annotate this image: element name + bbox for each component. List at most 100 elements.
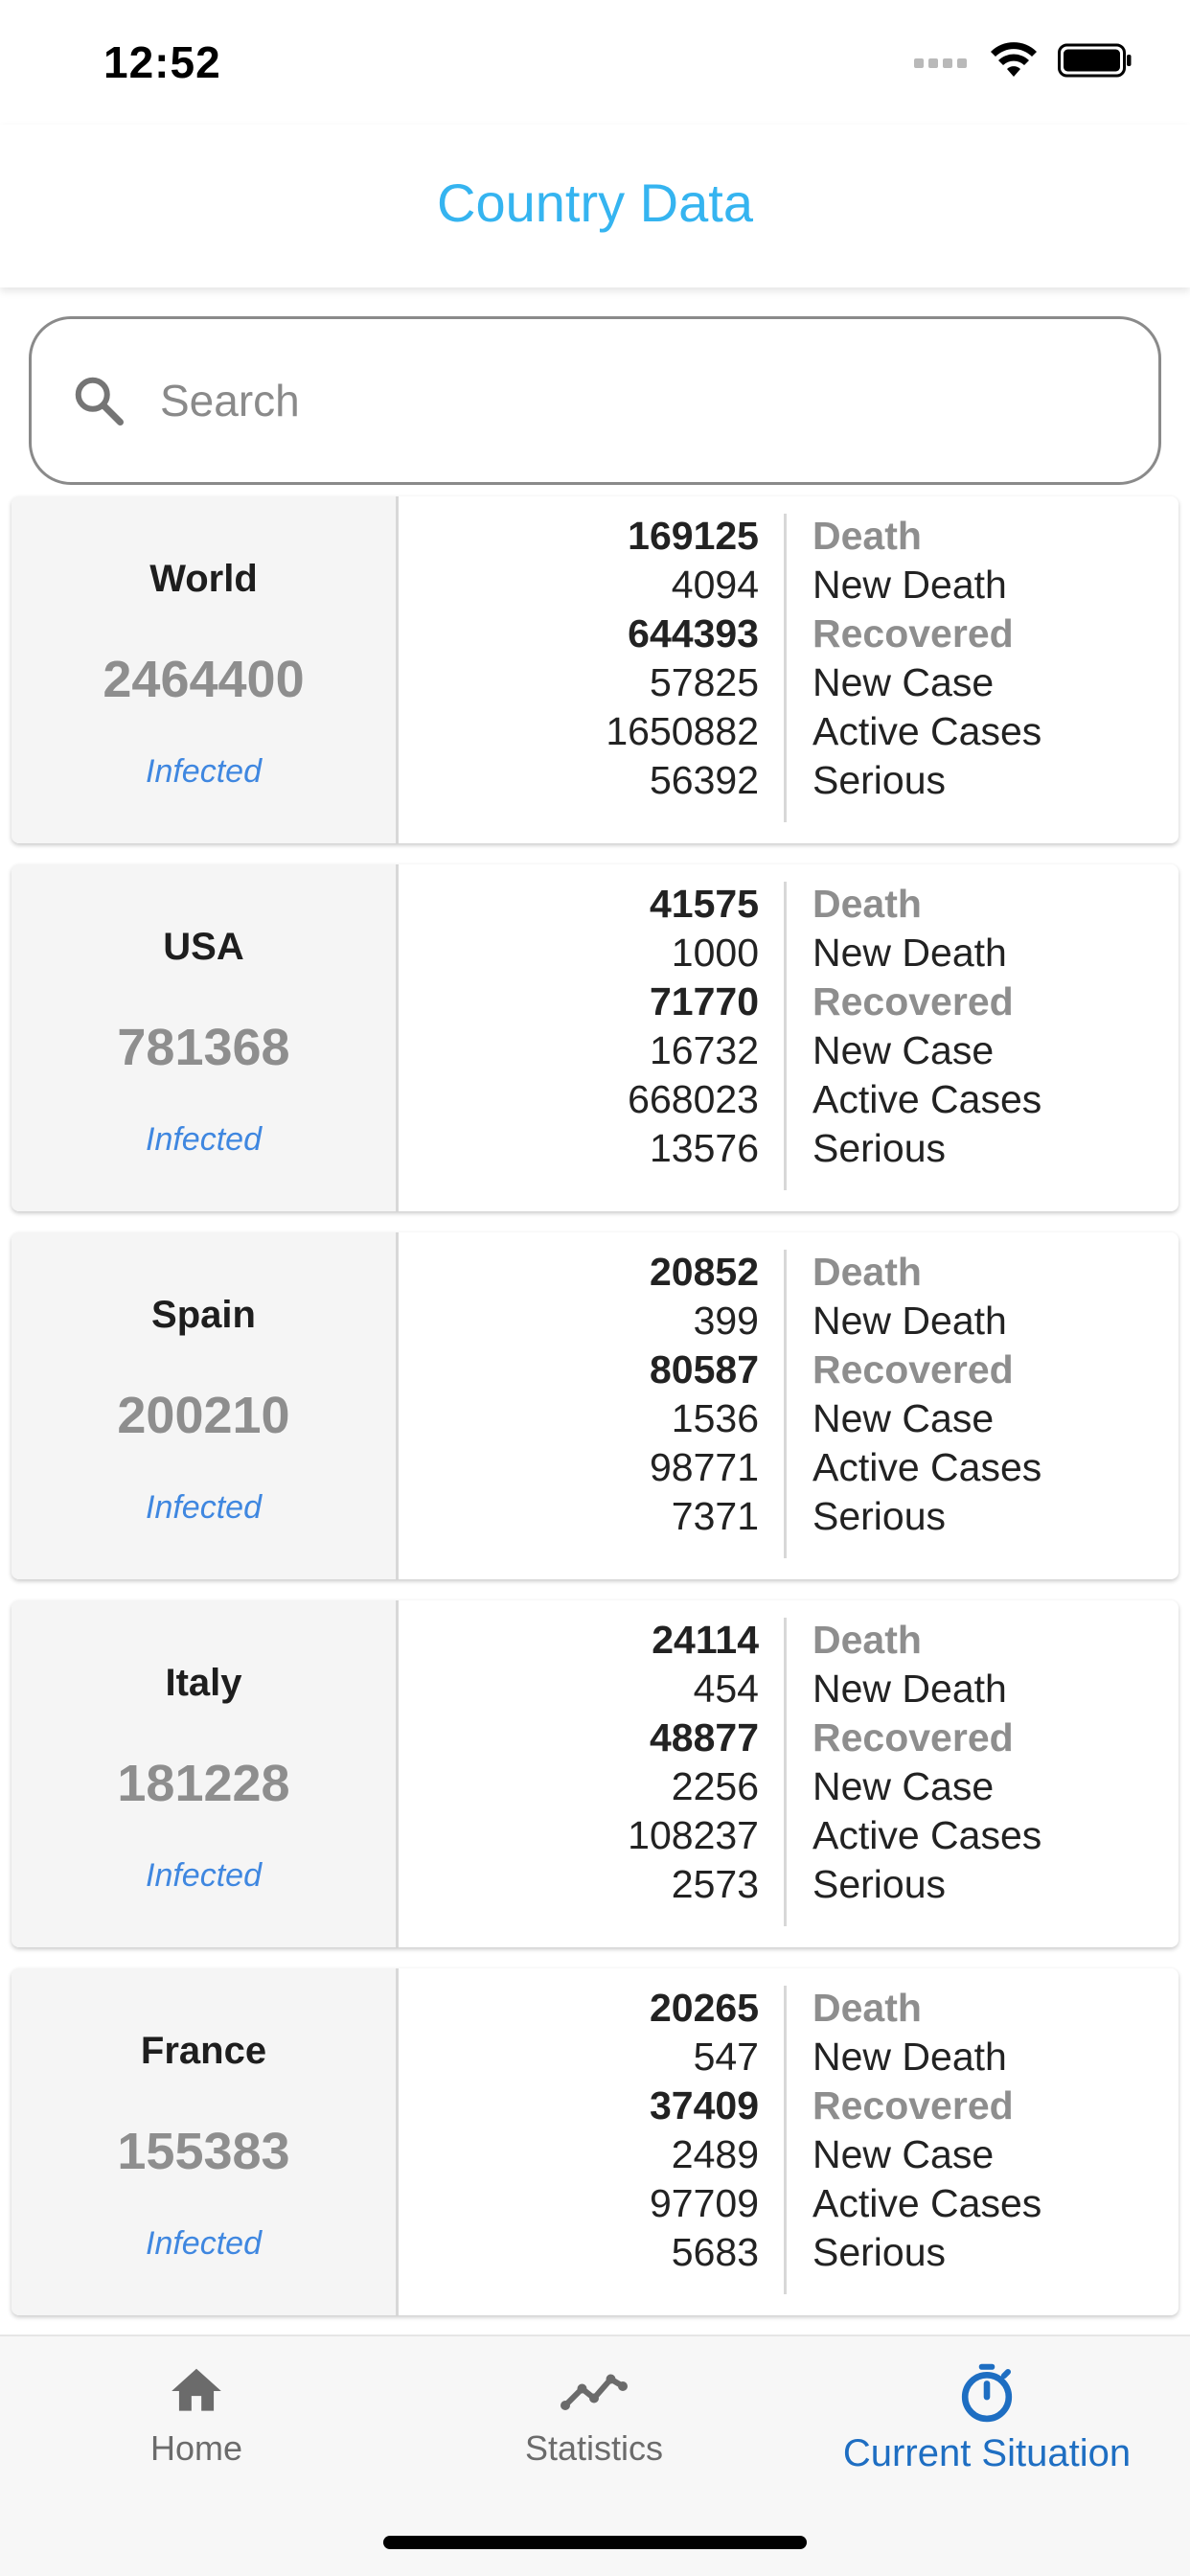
stat-labels: Death New Death Recovered New Case Activ…	[812, 1248, 1157, 1541]
new-death-value: 399	[693, 1299, 759, 1343]
divider	[784, 1618, 787, 1926]
new-death-label: New Death	[812, 563, 1007, 607]
country-name: Spain	[151, 1294, 256, 1336]
death-value: 20265	[649, 1986, 759, 2030]
country-name: USA	[163, 926, 244, 968]
country-card-world[interactable]: World 2464400 Infected 169125 4094 64439…	[11, 496, 1179, 843]
serious-value: 13576	[649, 1126, 759, 1170]
country-stats: 24114 454 48877 2256 108237 2573 Death N…	[399, 1600, 1179, 1947]
recovered-value: 71770	[649, 979, 759, 1024]
recovered-value: 48877	[649, 1715, 759, 1760]
divider	[784, 1986, 787, 2294]
new-death-value: 547	[693, 2035, 759, 2079]
country-card-usa[interactable]: USA 781368 Infected 41575 1000 71770 167…	[11, 864, 1179, 1211]
death-value: 20852	[649, 1250, 759, 1294]
active-cases-value: 97709	[649, 2181, 759, 2225]
country-summary: France 155383 Infected	[11, 1968, 399, 2315]
nav-current-situation[interactable]: Current Situation	[824, 2361, 1150, 2475]
infected-label: Infected	[146, 1489, 262, 1526]
death-label: Death	[812, 1618, 922, 1662]
recovered-label: Recovered	[812, 1347, 1014, 1392]
infected-count: 2464400	[103, 651, 305, 708]
country-stats: 20265 547 37409 2489 97709 5683 Death Ne…	[399, 1968, 1179, 2315]
nav-statistics-label: Statistics	[524, 2428, 664, 2468]
death-label: Death	[812, 1250, 922, 1294]
country-stats: 41575 1000 71770 16732 668023 13576 Deat…	[399, 864, 1179, 1211]
country-stats: 20852 399 80587 1536 98771 7371 Death Ne…	[399, 1232, 1179, 1579]
active-cases-value: 668023	[628, 1077, 759, 1121]
search-input[interactable]	[160, 375, 1022, 426]
stat-labels: Death New Death Recovered New Case Activ…	[812, 512, 1157, 805]
active-cases-label: Active Cases	[812, 1813, 1042, 1857]
new-death-label: New Death	[812, 931, 1007, 975]
death-label: Death	[812, 514, 922, 558]
country-summary: Italy 181228 Infected	[11, 1600, 399, 1947]
cellular-signal-icon	[914, 58, 967, 68]
search-box[interactable]	[29, 316, 1161, 485]
recovered-label: Recovered	[812, 2083, 1014, 2128]
wifi-icon	[991, 42, 1037, 77]
status-time: 12:52	[103, 37, 221, 87]
death-label: Death	[812, 882, 922, 926]
new-death-label: New Death	[812, 1299, 1007, 1343]
serious-value: 2573	[671, 1862, 759, 1906]
infected-count: 155383	[117, 2123, 290, 2180]
active-cases-value: 108237	[628, 1813, 759, 1857]
new-case-value: 57825	[649, 660, 759, 704]
active-cases-label: Active Cases	[812, 709, 1042, 753]
country-card-france[interactable]: France 155383 Infected 20265 547 37409 2…	[11, 1968, 1179, 2315]
stat-labels: Death New Death Recovered New Case Activ…	[812, 1616, 1157, 1909]
active-cases-label: Active Cases	[812, 2181, 1042, 2225]
nav-home[interactable]: Home	[115, 2361, 278, 2469]
new-case-value: 2256	[671, 1764, 759, 1808]
serious-label: Serious	[812, 1494, 947, 1538]
new-death-value: 1000	[671, 931, 759, 975]
infected-count: 181228	[117, 1755, 290, 1812]
infected-label: Infected	[146, 753, 262, 790]
death-value: 41575	[649, 882, 759, 926]
new-death-value: 454	[693, 1667, 759, 1711]
recovered-label: Recovered	[812, 1715, 1014, 1760]
line-chart-icon	[561, 2374, 628, 2410]
nav-statistics[interactable]: Statistics	[498, 2361, 690, 2469]
serious-value: 5683	[671, 2230, 759, 2274]
stat-values: 169125 4094 644393 57825 1650882 56392	[399, 512, 759, 805]
recovered-value: 37409	[649, 2083, 759, 2128]
recovered-label: Recovered	[812, 979, 1014, 1024]
new-case-label: New Case	[812, 1396, 995, 1440]
new-case-label: New Case	[812, 1764, 995, 1808]
new-death-value: 4094	[671, 563, 759, 607]
country-card-spain[interactable]: Spain 200210 Infected 20852 399 80587 15…	[11, 1232, 1179, 1579]
stat-values: 20265 547 37409 2489 97709 5683	[399, 1984, 759, 2277]
serious-label: Serious	[812, 1862, 947, 1906]
active-cases-label: Active Cases	[812, 1077, 1042, 1121]
country-name: World	[149, 558, 258, 600]
new-case-value: 16732	[649, 1028, 759, 1072]
battery-icon	[1058, 43, 1132, 78]
app-bar: Country Data	[0, 125, 1190, 288]
new-death-label: New Death	[812, 2035, 1007, 2079]
page-title: Country Data	[437, 172, 753, 233]
country-card-italy[interactable]: Italy 181228 Infected 24114 454 48877 22…	[11, 1600, 1179, 1947]
active-cases-label: Active Cases	[812, 1445, 1042, 1489]
country-list: World 2464400 Infected 169125 4094 64439…	[11, 496, 1179, 2336]
new-case-label: New Case	[812, 2132, 995, 2176]
stat-labels: Death New Death Recovered New Case Activ…	[812, 1984, 1157, 2277]
nav-home-label: Home	[149, 2428, 243, 2468]
stat-labels: Death New Death Recovered New Case Activ…	[812, 880, 1157, 1173]
home-icon	[172, 2368, 221, 2411]
country-summary: Spain 200210 Infected	[11, 1232, 399, 1579]
infected-label: Infected	[146, 1857, 262, 1894]
country-stats: 169125 4094 644393 57825 1650882 56392 D…	[399, 496, 1179, 843]
stat-values: 41575 1000 71770 16732 668023 13576	[399, 880, 759, 1173]
status-icons	[914, 42, 1133, 79]
serious-label: Serious	[812, 2230, 947, 2274]
search-icon	[75, 377, 124, 426]
nav-current-situation-label: Current Situation	[842, 2432, 1132, 2474]
stat-values: 20852 399 80587 1536 98771 7371	[399, 1248, 759, 1541]
country-summary: World 2464400 Infected	[11, 496, 399, 843]
serious-label: Serious	[812, 758, 947, 802]
new-case-label: New Case	[812, 660, 995, 704]
new-case-value: 1536	[671, 1396, 759, 1440]
infected-label: Infected	[146, 2225, 262, 2262]
